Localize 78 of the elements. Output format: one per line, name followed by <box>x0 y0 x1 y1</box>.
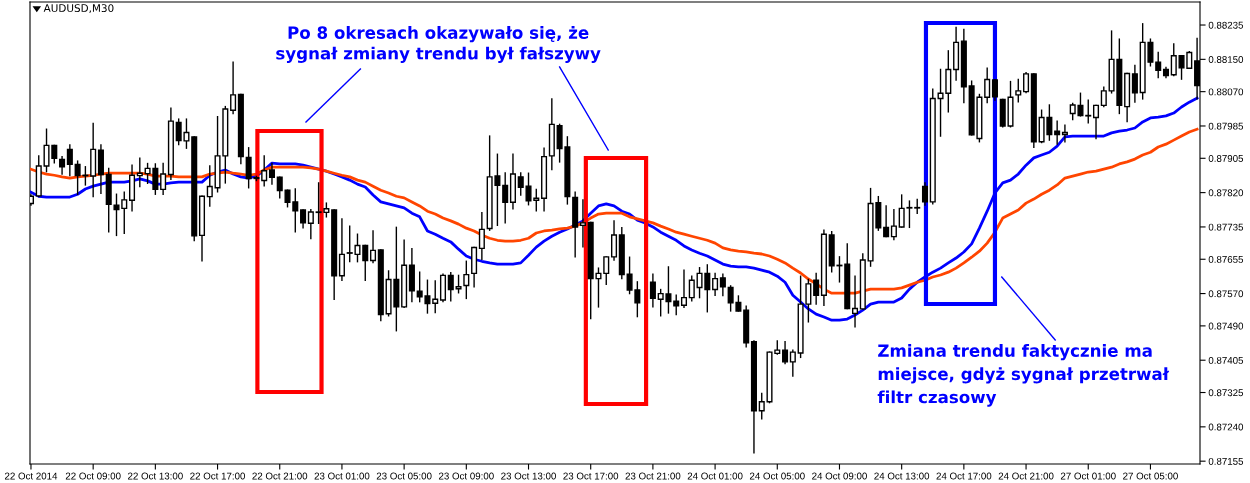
y-tick-label: 0.87570 <box>1208 290 1244 298</box>
candlestick <box>611 220 618 261</box>
candlestick <box>1054 120 1061 145</box>
y-tick-label: 0.88070 <box>1208 88 1244 96</box>
candlestick <box>673 294 680 316</box>
annotation: Zmiana trendu faktycznie ma miejsce, gdyż sygnał przetrwał filtr czasowy <box>877 344 1170 407</box>
candlestick <box>921 182 929 206</box>
y-tick-label: 0.87325 <box>1208 389 1244 397</box>
candlestick <box>432 280 439 314</box>
x-tick-label: 24 Oct 05:00 <box>749 472 805 480</box>
candlestick <box>680 269 688 309</box>
candlestick <box>478 212 485 260</box>
candlestick <box>649 273 656 308</box>
candlestick <box>268 162 275 185</box>
x-tick-label: 24 Oct 01:00 <box>687 472 743 480</box>
y-tick-label: 0.88235 <box>1208 21 1244 29</box>
y-tick-label: 0.88150 <box>1208 56 1244 63</box>
candlestick <box>984 67 991 104</box>
x-tick-label: 23 Oct 01:00 <box>314 472 370 480</box>
candlestick <box>883 205 890 238</box>
candlestick <box>813 272 820 305</box>
x-tick-label: 23 Oct 13:00 <box>501 472 556 480</box>
y-tick-label: 0.87735 <box>1208 223 1244 231</box>
candlestick <box>59 155 66 175</box>
candlestick <box>160 162 167 195</box>
x-tick-label: 22 Oct 13:00 <box>128 472 183 480</box>
candlestick <box>890 208 897 241</box>
candlestick <box>1100 86 1107 108</box>
y-tick-label: 0.87905 <box>1208 155 1244 162</box>
candlestick <box>502 172 509 224</box>
candlestick <box>261 155 268 187</box>
candlestick <box>1015 78 1022 103</box>
x-tick-label: 23 Oct 17:00 <box>563 472 619 480</box>
candlestick <box>782 340 789 365</box>
candlestick <box>230 61 237 115</box>
candlestick <box>712 272 719 296</box>
x-tick-label: 24 Oct 21:00 <box>998 472 1054 480</box>
candlestick <box>1092 104 1100 140</box>
candlestick <box>579 199 586 248</box>
x-tick-label: 24 Oct 17:00 <box>936 472 992 480</box>
candlestick <box>463 260 470 300</box>
candlestick <box>1131 64 1138 103</box>
candlestick <box>719 273 726 297</box>
candlestick <box>688 275 695 302</box>
x-tick-label: 23 Oct 21:00 <box>625 472 681 480</box>
x-tick-label: 22 Oct 21:00 <box>252 472 308 480</box>
candlestick <box>789 349 796 377</box>
candlestick <box>1170 43 1177 77</box>
candlestick <box>370 230 377 264</box>
x-tick-label: 22 Oct 17:00 <box>190 472 246 480</box>
candlestick <box>1155 51 1162 79</box>
line-series <box>30 127 1199 295</box>
x-tick-label: 22 Oct 09:00 <box>65 472 121 480</box>
annotation: Po 8 okresach okazywało się, że sygnał zmiany trendu był fałszywy <box>276 26 601 63</box>
y-tick-label: 0.87820 <box>1208 189 1244 197</box>
x-tick-label: 24 Oct 09:00 <box>812 472 867 480</box>
x-tick-label: 27 Oct 05:00 <box>1123 472 1178 480</box>
y-tick-label: 0.87405 <box>1208 356 1244 364</box>
y-tick-label: 0.87155 <box>1208 457 1244 465</box>
x-tick-label: 22 Oct 2014 <box>4 472 58 480</box>
y-tick-label: 0.87490 <box>1208 322 1244 330</box>
candlestick <box>307 208 314 240</box>
y-tick-label: 0.87240 <box>1208 423 1244 431</box>
x-tick-label: 27 Oct 01:00 <box>1060 472 1116 480</box>
candlestick <box>338 218 345 281</box>
candlestick <box>66 144 73 177</box>
y-tick-label: 0.87655 <box>1208 255 1244 263</box>
x-tick-label: 24 Oct 13:00 <box>874 472 930 480</box>
candlestick <box>851 275 859 328</box>
candlestick <box>1061 124 1068 143</box>
chart-title: AUDUSD,M30 <box>43 4 114 14</box>
candlestick <box>447 271 454 302</box>
x-tick-label: 23 Oct 05:00 <box>376 472 432 480</box>
x-tick-label: 23 Oct 09:00 <box>438 472 494 480</box>
candlestick <box>1023 71 1030 94</box>
candlestick <box>206 165 213 207</box>
candlestick <box>991 79 998 101</box>
y-tick-label: 0.87985 <box>1208 122 1244 130</box>
